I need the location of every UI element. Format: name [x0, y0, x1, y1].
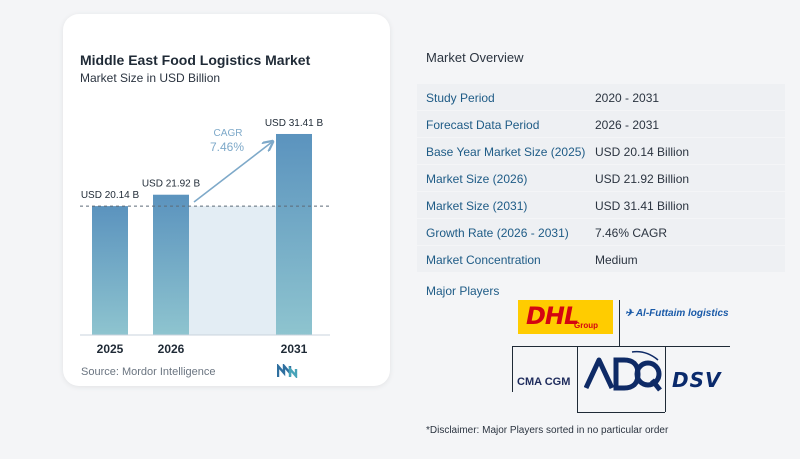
- overview-row: Market Concentration Medium: [417, 246, 785, 272]
- x-tick-label: 2031: [281, 342, 308, 356]
- major-players-title: Major Players: [426, 284, 500, 298]
- dhl-wordmark: DHL: [526, 302, 579, 330]
- row-label: Forecast Data Period: [426, 118, 540, 132]
- row-value: 2026 - 2031: [595, 118, 660, 132]
- row-label: Market Concentration: [426, 253, 541, 267]
- logo-grid-line: [512, 346, 730, 347]
- airplane-icon: ✈: [625, 308, 634, 319]
- bar: [153, 194, 189, 335]
- bar: [276, 133, 312, 335]
- overview-row: Forecast Data Period 2026 - 2031: [417, 111, 785, 137]
- cma-cgm-logo: CMA CGM: [517, 376, 570, 388]
- row-label: Study Period: [426, 91, 495, 105]
- overview-row: Base Year Market Size (2025) USD 20.14 B…: [417, 138, 785, 164]
- x-tick-label: 2026: [158, 342, 185, 356]
- data-label: USD 20.14 B: [81, 190, 140, 201]
- row-label: Market Size (2026): [426, 172, 528, 186]
- bar: [92, 206, 128, 335]
- dsv-logo: DSV: [672, 368, 721, 392]
- overview-row: Study Period 2020 - 2031: [417, 84, 785, 110]
- alfuttaim-wordmark: Al-Futtaim logistics: [635, 308, 729, 319]
- adq-logo: [583, 350, 662, 399]
- chart-subtitle: Market Size in USD Billion: [80, 71, 221, 85]
- cagr-arrow: [193, 142, 272, 203]
- row-value: Medium: [595, 253, 638, 267]
- row-label: Market Size (2031): [426, 199, 528, 213]
- market-overview-title: Market Overview: [426, 50, 524, 65]
- row-value: USD 20.14 Billion: [595, 145, 690, 159]
- alfuttaim-logo: ✈ Al-Futtaim logistics: [625, 308, 729, 319]
- overview-row: Growth Rate (2026 - 2031) 7.46% CAGR: [417, 219, 785, 245]
- dsv-wordmark: DSV: [672, 368, 722, 392]
- dhl-group-label: Group: [574, 321, 598, 330]
- row-value: 7.46% CAGR: [595, 226, 668, 240]
- row-label: Growth Rate (2026 - 2031): [426, 226, 569, 240]
- logo-grid-line: [577, 346, 578, 412]
- logo-grid-line: [577, 412, 665, 413]
- row-label: Base Year Market Size (2025): [426, 145, 586, 159]
- chart-title: Middle East Food Logistics Market: [80, 52, 311, 68]
- source-note: Source: Mordor Intelligence: [81, 366, 216, 378]
- logo-grid-line: [512, 346, 513, 392]
- logo-grid-line: [619, 300, 620, 346]
- cagr-label: CAGR: [214, 128, 243, 139]
- logo-grid-line: [665, 346, 666, 412]
- mordor-logo-icon: [277, 364, 298, 378]
- cagr-value: 7.46%: [210, 140, 244, 154]
- growth-shade: [189, 206, 276, 335]
- overview-row: Market Size (2031) USD 31.41 Billion: [417, 192, 785, 218]
- row-value: 2020 - 2031: [595, 91, 660, 105]
- disclaimer: *Disclaimer: Major Players sorted in no …: [426, 425, 669, 436]
- data-label: USD 31.41 B: [265, 118, 324, 129]
- data-label: USD 21.92 B: [142, 179, 201, 190]
- row-value: USD 31.41 Billion: [595, 199, 690, 213]
- row-value: USD 21.92 Billion: [595, 172, 690, 186]
- overview-row: Market Size (2026) USD 21.92 Billion: [417, 165, 785, 191]
- dhl-logo: DHL Group: [518, 300, 613, 334]
- x-tick-label: 2025: [97, 342, 124, 356]
- cma-cgm-wordmark: CMA CGM: [517, 376, 571, 388]
- adq-logo-icon: [583, 350, 662, 392]
